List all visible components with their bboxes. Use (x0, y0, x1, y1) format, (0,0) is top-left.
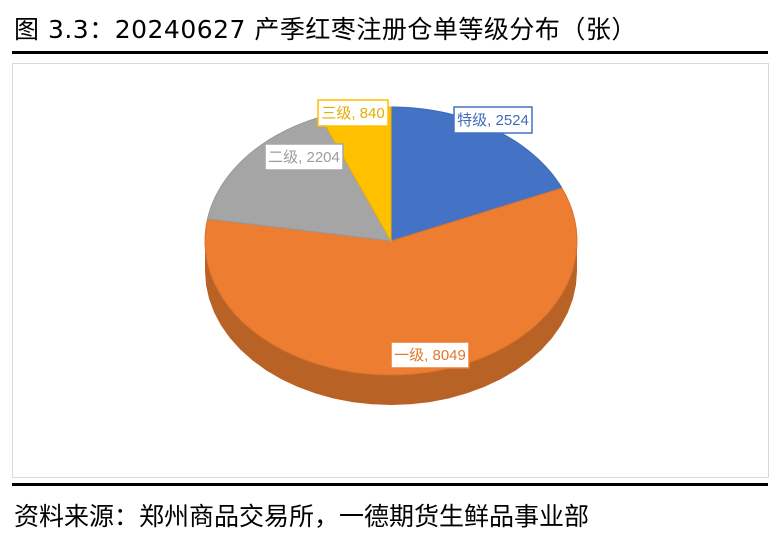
data-label-text: 特级, 2524 (457, 112, 529, 129)
data-label: 二级, 2204 (264, 143, 344, 171)
source-rule (12, 483, 768, 486)
data-label-text: 三级, 840 (321, 105, 384, 122)
data-label: 特级, 2524 (453, 106, 533, 134)
source-note: 资料来源：郑州商品交易所，一德期货生鲜品事业部 (14, 502, 590, 531)
data-label-text: 一级, 8049 (394, 347, 466, 364)
data-label-box (317, 99, 389, 127)
data-label-box (453, 106, 533, 134)
data-label: 三级, 840 (317, 99, 389, 127)
pie-side-1 (205, 241, 577, 405)
figure-title: 图 3.3：20240627 产季红枣注册仓单等级分布（张） (14, 15, 637, 44)
data-label-box (264, 143, 344, 171)
pie-slice-二级 (206, 116, 392, 242)
title-rule (12, 51, 768, 54)
data-label-text: 二级, 2204 (268, 149, 340, 166)
data-label-box (390, 341, 470, 369)
data-label: 一级, 8049 (390, 341, 470, 369)
pie-slice-一级 (204, 187, 578, 376)
